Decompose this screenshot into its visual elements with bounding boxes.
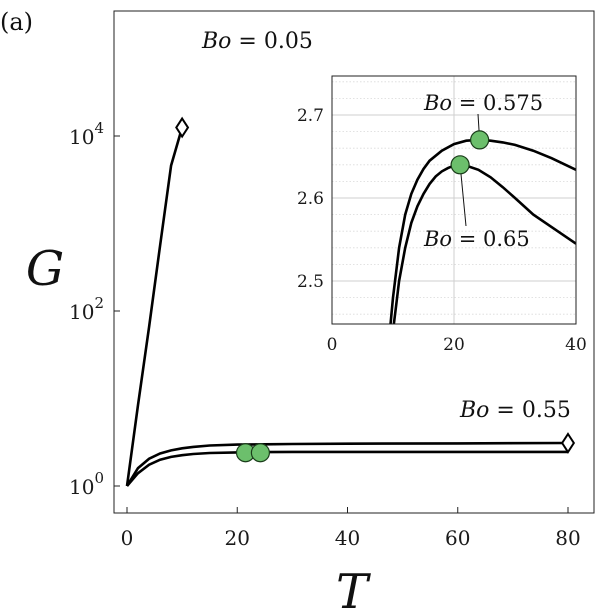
inset-axes-frame xyxy=(331,75,577,325)
inset-ticks: 0 20 40 2.5 2.6 2.7 xyxy=(297,106,587,355)
main-plot xyxy=(125,116,576,487)
inset-y-tick-label: 2.7 xyxy=(297,106,324,126)
annotation-bo-0575: Bo = 0.575 xyxy=(423,91,543,115)
inset-x-tick-label: 20 xyxy=(443,335,465,355)
end-marker-diamond-0 xyxy=(175,116,190,139)
annotation-bo-005: Bo = 0.05 xyxy=(201,29,313,54)
inset-series-line-0 xyxy=(389,138,576,324)
inset-y-tick-label: 2.6 xyxy=(297,189,324,209)
inset-leader-line xyxy=(459,164,467,227)
y-tick-label: 100 xyxy=(69,469,104,499)
x-tick-label: 80 xyxy=(555,526,580,550)
main-marker-point-1 xyxy=(250,443,271,463)
inset-series-line-1 xyxy=(392,163,576,324)
main-ticks: 0 20 40 60 80 100 102 104 xyxy=(69,119,581,550)
x-axis-label: T xyxy=(336,564,371,614)
inset-plot xyxy=(389,113,576,324)
main-series-line-1 xyxy=(125,441,569,487)
main-axes-frame xyxy=(113,10,595,514)
end-marker-diamond-1 xyxy=(560,432,576,454)
y-tick-label: 102 xyxy=(69,294,104,324)
panel-label: (a) xyxy=(0,8,33,36)
inset-y-tick-label: 2.5 xyxy=(297,272,324,292)
y-tick-label: 104 xyxy=(69,119,104,149)
x-tick-label: 20 xyxy=(225,526,250,550)
main-series-line-2 xyxy=(126,450,568,487)
inset-x-tick-label: 0 xyxy=(327,335,338,355)
inset-marker-point-1 xyxy=(450,155,470,175)
x-tick-label: 40 xyxy=(335,526,360,550)
main-series-line-0 xyxy=(125,127,184,487)
x-tick-label: 60 xyxy=(445,526,470,550)
y-axis-label: G xyxy=(26,241,64,297)
annotation-bo-055: Bo = 0.55 xyxy=(459,398,571,423)
inset-x-tick-label: 40 xyxy=(565,335,587,355)
x-tick-label: 0 xyxy=(121,526,134,550)
inset-marker-point-0 xyxy=(470,130,490,150)
annotation-bo-065: Bo = 0.65 xyxy=(423,227,530,251)
